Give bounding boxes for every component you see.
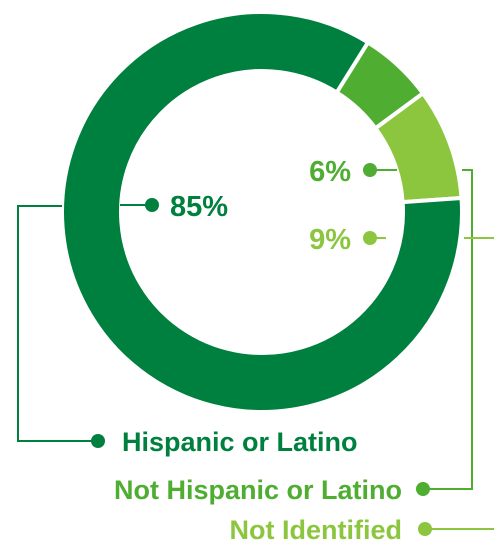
data-label-9: 9%	[309, 224, 351, 256]
legend-label-not-identified: Not Identified	[230, 515, 402, 544]
dot-legend-hispanic	[91, 434, 105, 448]
legend-label-not-hispanic: Not Hispanic or Latino	[114, 475, 402, 505]
legend: Hispanic or Latino Not Hispanic or Latin…	[114, 427, 402, 544]
dot-85	[145, 198, 159, 212]
leader-line-hispanic	[17, 205, 96, 442]
leader-line-not-hispanic	[424, 169, 473, 490]
leader-dots	[91, 163, 432, 536]
legend-label-hispanic: Hispanic or Latino	[122, 427, 358, 457]
dot-legend-not-identified	[418, 522, 432, 536]
dot-6	[363, 163, 377, 177]
data-label-6: 6%	[309, 156, 351, 188]
data-label-85: 85%	[170, 191, 228, 223]
donut-slices	[60, 10, 464, 414]
slice-hispanic	[60, 10, 464, 414]
dot-legend-not-hispanic	[416, 482, 430, 496]
percent-labels: 85% 6% 9%	[170, 156, 351, 256]
dot-9	[363, 231, 377, 245]
